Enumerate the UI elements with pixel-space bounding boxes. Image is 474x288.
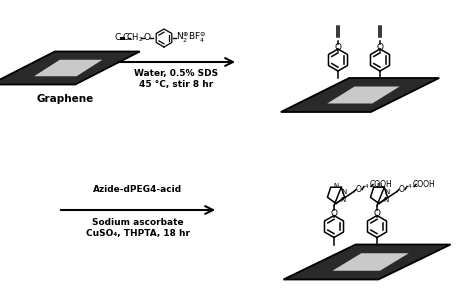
Text: Graphene: Graphene — [36, 94, 94, 104]
Text: 45 °C, stir 8 hr: 45 °C, stir 8 hr — [139, 80, 214, 89]
Polygon shape — [281, 78, 439, 112]
Text: C: C — [123, 33, 129, 43]
Text: N: N — [376, 183, 382, 189]
Text: O: O — [356, 185, 362, 194]
Polygon shape — [327, 86, 400, 103]
Polygon shape — [332, 253, 409, 271]
Text: Water, 0.5% SDS: Water, 0.5% SDS — [135, 69, 219, 78]
Text: O: O — [374, 209, 381, 218]
Text: $\mathrm{BF_4^{\ominus}}$: $\mathrm{BF_4^{\ominus}}$ — [188, 31, 206, 45]
Text: N: N — [383, 196, 389, 202]
Text: O: O — [335, 43, 341, 52]
Text: Sodium ascorbate: Sodium ascorbate — [92, 218, 184, 227]
Text: O: O — [144, 33, 151, 43]
Text: Azide-dPEG4-acid: Azide-dPEG4-acid — [93, 185, 182, 194]
Text: O: O — [399, 185, 405, 194]
Polygon shape — [0, 52, 140, 84]
Text: CH$_2$: CH$_2$ — [126, 32, 144, 44]
Text: $_4$: $_4$ — [365, 182, 370, 191]
Polygon shape — [34, 60, 102, 76]
Text: COOH: COOH — [413, 180, 436, 189]
Text: N: N — [333, 183, 338, 189]
Text: CuSO₄, THPTA, 18 hr: CuSO₄, THPTA, 18 hr — [86, 229, 190, 238]
Polygon shape — [283, 245, 451, 279]
Text: O: O — [376, 43, 383, 52]
Text: $\mathrm{N_2^{\oplus}}$: $\mathrm{N_2^{\oplus}}$ — [176, 31, 190, 45]
Text: O: O — [330, 209, 337, 218]
Text: N: N — [341, 189, 346, 194]
Text: COOH: COOH — [370, 180, 392, 189]
Text: C: C — [115, 33, 121, 43]
Text: N: N — [384, 189, 390, 194]
Text: N: N — [340, 196, 346, 202]
Text: $_4$: $_4$ — [408, 182, 412, 191]
